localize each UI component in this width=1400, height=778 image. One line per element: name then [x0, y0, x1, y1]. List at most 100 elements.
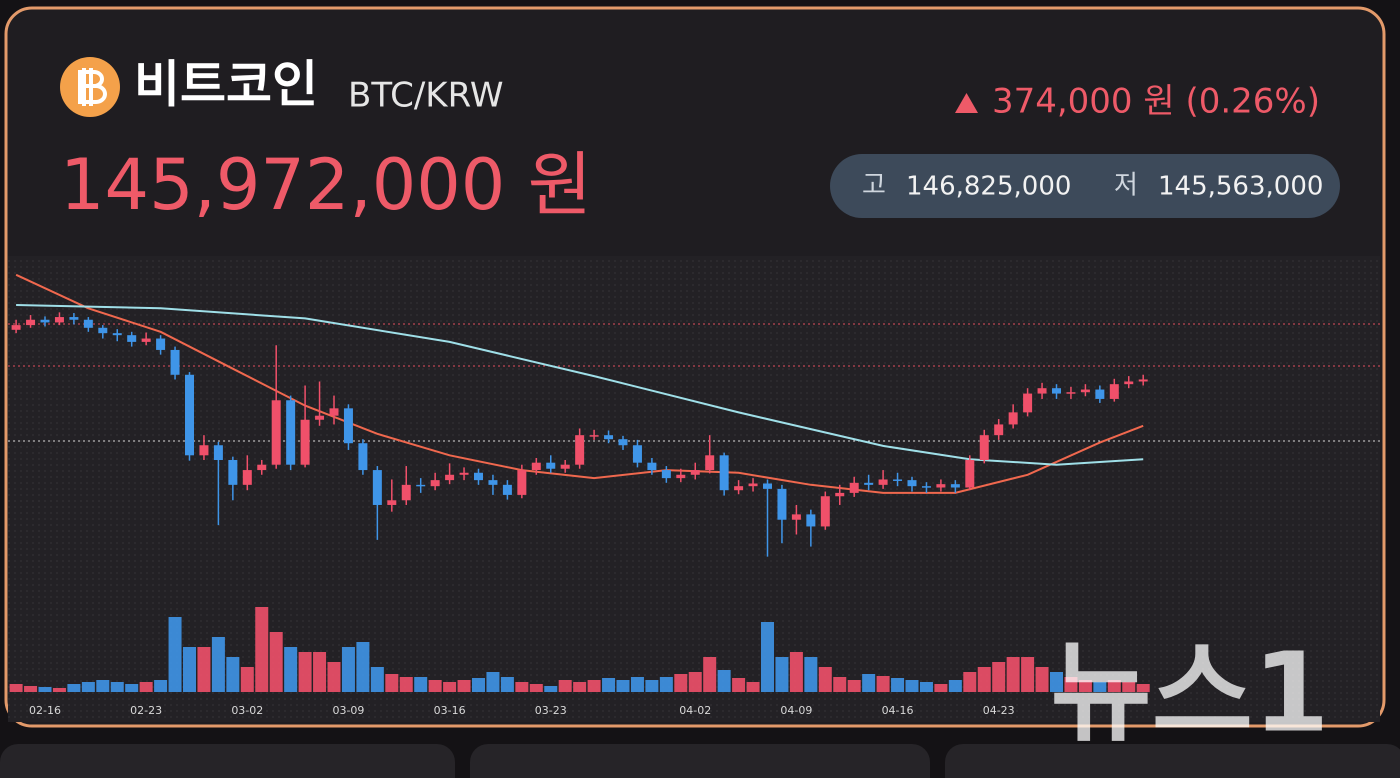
volume-bar — [630, 677, 644, 692]
volume-bar — [356, 642, 370, 692]
candle-body — [849, 482, 859, 493]
volume-bar — [818, 667, 832, 692]
candle-body — [416, 484, 426, 487]
volume-bar — [298, 652, 312, 692]
x-tick-label: 02-16 — [29, 704, 61, 717]
candle-body — [83, 319, 93, 328]
volume-bar — [847, 680, 861, 692]
volume-bar — [717, 670, 731, 692]
volume-bar — [370, 667, 384, 692]
volume-bar — [529, 684, 543, 692]
candle-body — [777, 488, 787, 520]
x-tick-label: 04-02 — [679, 704, 711, 717]
card — [945, 744, 1400, 778]
volume-bar — [472, 678, 485, 692]
candle-body — [517, 470, 527, 495]
volume-bar — [211, 637, 225, 692]
volume-bar — [486, 672, 500, 692]
candle-body — [647, 462, 657, 471]
volume-bar — [1107, 680, 1121, 692]
volume-bar — [674, 674, 688, 692]
x-tick-label: 04-23 — [983, 704, 1015, 717]
candle-body — [69, 317, 79, 320]
x-tick-label: 03-16 — [434, 704, 466, 717]
candle-body — [806, 514, 816, 527]
volume-bar — [1050, 672, 1063, 692]
candle-body — [1124, 381, 1134, 385]
candle-body — [54, 317, 64, 323]
change: 374,000 원 (0.26%) — [992, 82, 1320, 122]
volume-bar — [587, 680, 601, 692]
candle-body — [228, 460, 238, 485]
volume-bar — [154, 680, 168, 692]
candle-body — [459, 472, 469, 475]
volume-bar — [891, 678, 905, 692]
volume-bar — [139, 682, 153, 692]
volume-bar — [1064, 677, 1078, 692]
volume-bar — [399, 677, 413, 692]
volume-bar — [183, 647, 196, 692]
volume-bar — [1035, 667, 1049, 692]
candle-body — [1023, 393, 1033, 413]
volume-bar — [515, 682, 529, 692]
volume-bar — [327, 662, 341, 692]
candle-body — [1109, 384, 1119, 399]
volume-bar — [963, 672, 977, 692]
candle-body — [546, 462, 556, 469]
volume-bar — [688, 672, 702, 692]
volume-bar — [443, 682, 457, 692]
candle-body — [661, 470, 671, 479]
volume-bar — [703, 657, 717, 692]
candle-body — [791, 514, 801, 520]
candle-body — [329, 408, 339, 416]
candle-body — [705, 455, 715, 471]
candle-body — [300, 419, 310, 465]
candle-body — [864, 482, 874, 485]
card — [470, 744, 930, 778]
card — [0, 744, 455, 778]
volume-bar — [775, 657, 789, 692]
volume-bar — [428, 680, 442, 692]
volume-bar — [1078, 680, 1092, 692]
x-tick-label: 03-02 — [231, 704, 263, 717]
volume-bar — [125, 684, 139, 692]
volume-bar — [804, 657, 818, 692]
candle-body — [141, 338, 151, 342]
candle-body — [690, 470, 700, 475]
candle-body — [343, 408, 353, 444]
volume-bar — [38, 687, 52, 692]
candle-body — [979, 435, 989, 461]
candle-body — [936, 484, 946, 488]
volume-bar — [240, 667, 254, 692]
candle-body — [1138, 379, 1148, 382]
volume-bar — [81, 682, 95, 692]
candle-body — [387, 500, 397, 505]
volume-bar — [52, 688, 66, 692]
watermark: 뉴스1 — [1051, 628, 1330, 756]
volume-bar — [732, 678, 746, 692]
coin-name: 비트코인 — [134, 56, 318, 114]
coin-logo — [60, 57, 120, 117]
candle-body — [199, 445, 209, 456]
candle-body — [170, 349, 180, 375]
volume-bar — [746, 682, 760, 692]
volume-bar — [341, 647, 355, 692]
candle-body — [257, 464, 267, 471]
candle-body — [127, 335, 137, 342]
volume-bar — [500, 677, 514, 692]
volume-bar — [862, 674, 876, 692]
volume-bar — [919, 682, 933, 692]
candle-body — [748, 483, 758, 487]
volume-bar — [385, 674, 399, 692]
volume-bar — [1136, 684, 1150, 692]
candle-body — [315, 415, 325, 420]
candle-body — [488, 480, 498, 485]
volume-bar — [948, 680, 962, 692]
volume-bar — [9, 684, 23, 692]
volume-bar — [645, 680, 659, 692]
moving-average — [16, 304, 1144, 466]
candle-body — [763, 483, 772, 489]
candle-body — [286, 400, 296, 465]
